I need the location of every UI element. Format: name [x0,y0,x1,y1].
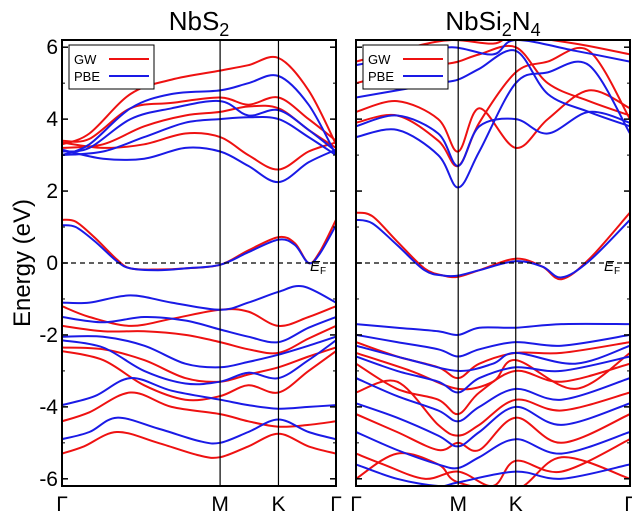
gw-band-9 [356,413,630,452]
x-tick-label: Γ [330,493,342,516]
gw-band-1 [62,430,336,459]
panel-2: NbSi2N4 Γ M K Γ EF GW PBE [350,6,632,516]
gw-band-2 [356,46,630,168]
y-tick-label: -2 [39,324,58,347]
gw-band-4 [62,346,336,383]
pbe-band-3 [356,110,630,167]
x-tick-label: K [271,493,285,516]
pbe-band-13 [356,344,630,372]
legend-box [68,44,155,90]
pbe-band-12 [356,463,630,486]
plot-frame [61,39,337,487]
pbe-band-1 [356,218,630,279]
panel-title: NbS2 [169,6,230,40]
gw-band-3 [356,89,630,153]
legend-label-pbe: PBE [74,69,100,84]
x-tick-label: M [211,493,229,516]
fermi-label: EF [310,258,326,277]
gw-band-10 [356,438,630,486]
legend: GW PBE [68,44,155,90]
bands [356,40,630,486]
pbe-band-8 [356,355,630,394]
bands [62,56,336,459]
pbe-band-7 [62,224,336,272]
legend-label-pbe: PBE [368,69,394,84]
panel-title: NbSi2N4 [445,6,540,40]
gw-band-3 [62,350,336,402]
gw-band-12 [356,351,630,391]
pbe-band-1 [62,416,336,445]
pbe-band-7 [356,333,630,358]
pbe-band-11 [62,115,336,157]
legend-box [362,44,449,90]
pbe-band-9 [356,377,630,423]
pbe-band-6 [62,285,336,311]
plot-frame [355,39,631,487]
fermi-label: EF [604,258,620,277]
pbe-band-6 [356,322,630,336]
y-tick-label: -6 [39,468,58,491]
pbe-band-10 [356,402,630,448]
x-tick-label: M [449,493,467,516]
y-tick-label: -4 [39,396,58,419]
pbe-band-4 [62,335,336,369]
gw-band-8 [356,379,630,437]
x-tick-label: Γ [624,493,632,516]
y-tick-label: 6 [46,36,58,59]
legend-label-gw: GW [368,52,391,67]
panel-1: NbS2 Γ M K Γ EF -6 -4 -2 0 2 4 6 GW PBE [39,6,341,516]
gw-band-2 [62,391,336,428]
gw-band-7 [356,362,630,416]
x-tick-label: K [509,493,523,516]
y-tick-label: 0 [46,252,58,275]
pbe-band-11 [356,431,630,470]
legend: GW PBE [362,44,449,90]
y-tick-label: 4 [46,108,58,131]
pbe-band-10 [62,146,336,184]
y-tick-label: 2 [46,180,58,203]
x-tick-label: Γ [56,493,68,516]
y-axis-label: Energy (eV) [9,199,36,327]
pbe-band-2 [356,60,630,189]
x-tick-label: Γ [350,493,362,516]
legend-label-gw: GW [74,52,97,67]
